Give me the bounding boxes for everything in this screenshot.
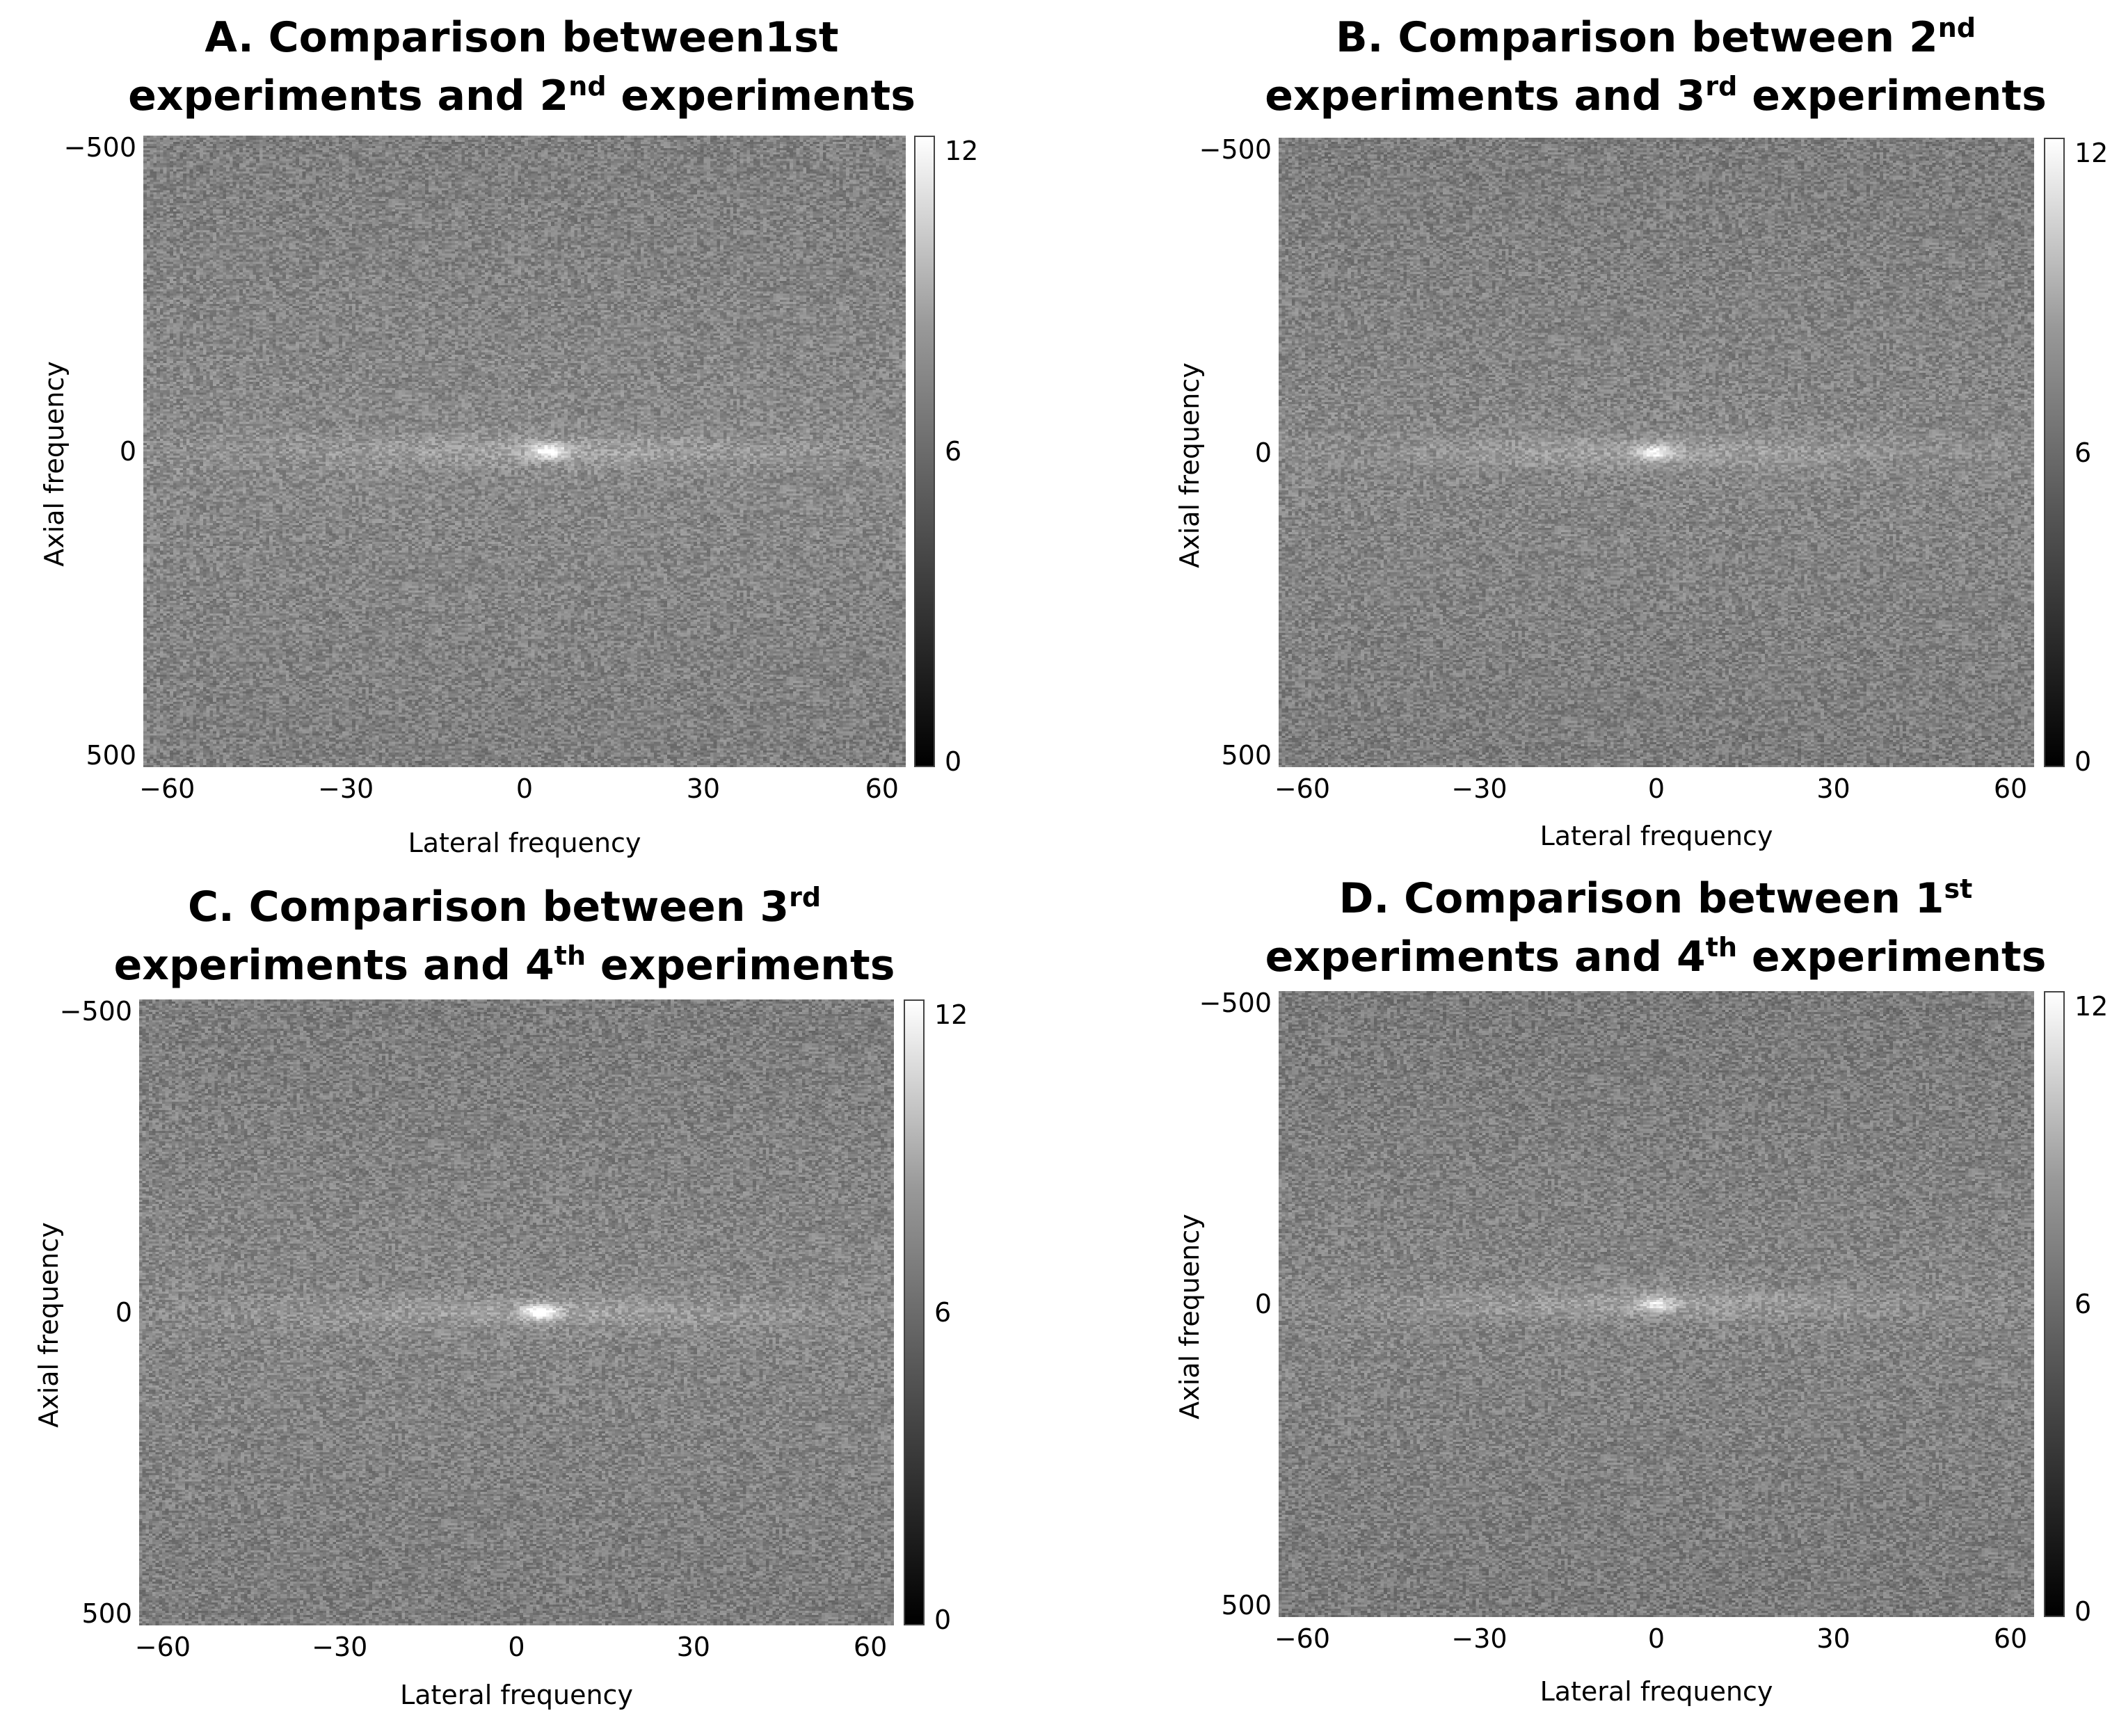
colorbar-tick-label: 6 xyxy=(2074,1289,2092,1319)
colorbar-tick-label: 12 xyxy=(945,136,979,166)
chart-title-text: B. Comparison between 2 xyxy=(1335,13,1938,62)
chart-title-text: experiments and 3 xyxy=(1265,72,1706,120)
y-tick-label: 0 xyxy=(1254,437,1272,468)
x-tick-label: −30 xyxy=(1451,1623,1508,1654)
y-tick-label: 500 xyxy=(1221,1589,1272,1621)
chart-title-text: experiments and 2 xyxy=(128,72,569,120)
x-tick-label: 0 xyxy=(1647,773,1665,804)
chart-title-line: experiments and 2nd experiments xyxy=(0,67,1078,125)
x-tick-label: −30 xyxy=(318,773,374,804)
heatmap-canvas xyxy=(1279,991,2034,1617)
colorbar-tick-label: 0 xyxy=(2074,1596,2092,1627)
colorbar-tick-label: 0 xyxy=(945,746,962,777)
chart-title-superscript: nd xyxy=(568,71,607,102)
x-tick-label: 30 xyxy=(686,773,721,804)
x-tick-label: 0 xyxy=(508,1632,525,1662)
y-tick-label: 0 xyxy=(119,436,136,467)
chart-title-line: experiments and 3rd experiments xyxy=(1099,67,2119,125)
colorbar-tick-label: 12 xyxy=(2074,991,2109,1022)
y-tick-label: −500 xyxy=(59,996,132,1027)
heatmap-image xyxy=(1279,138,2034,767)
x-axis-label: Lateral frequency xyxy=(1540,821,1773,851)
chart-title-superscript: nd xyxy=(1937,13,1976,43)
heatmap-image xyxy=(1279,991,2034,1617)
x-tick-label: 30 xyxy=(676,1632,710,1662)
chart-title-text: experiments xyxy=(606,72,915,120)
y-tick-label: −500 xyxy=(63,132,136,163)
colorbar-tick-label: 6 xyxy=(934,1297,952,1328)
x-tick-label: −30 xyxy=(1451,773,1508,804)
chart-title-line: C. Comparison between 3rd xyxy=(0,878,1061,936)
heatmap-canvas xyxy=(143,136,906,767)
x-tick-label: 60 xyxy=(1993,773,2028,804)
chart-title-line: B. Comparison between 2nd xyxy=(1099,8,2119,67)
heatmap-image xyxy=(143,136,906,767)
x-tick-label: 0 xyxy=(1647,1623,1665,1654)
y-tick-label: 0 xyxy=(115,1297,132,1328)
chart-title-line: A. Comparison between1st xyxy=(0,8,1078,67)
chart-title-superscript: th xyxy=(554,940,586,971)
x-tick-label: −60 xyxy=(134,1632,191,1662)
y-tick-label: 500 xyxy=(1221,739,1272,771)
chart-title: B. Comparison between 2nd experiments and… xyxy=(1099,8,2119,125)
x-tick-label: 60 xyxy=(1993,1623,2028,1654)
y-tick-label: −500 xyxy=(1199,988,1272,1019)
heatmap-image xyxy=(139,999,894,1625)
chart-title-text: C. Comparison between 3 xyxy=(187,883,790,931)
x-tick-label: −60 xyxy=(139,773,195,804)
x-tick-label: −60 xyxy=(1274,1623,1331,1654)
x-tick-label: 60 xyxy=(865,773,899,804)
heatmap-canvas xyxy=(139,999,894,1625)
y-tick-label: 500 xyxy=(86,739,136,771)
y-axis-label: Axial frequency xyxy=(39,361,70,567)
chart-title: A. Comparison between1st experiments and … xyxy=(0,8,1078,125)
y-axis-label: Axial frequency xyxy=(33,1222,64,1428)
chart-title-text: experiments and 4 xyxy=(113,941,554,990)
y-axis-label: Axial frequency xyxy=(1174,1214,1205,1420)
x-axis-label: Lateral frequency xyxy=(400,1680,633,1710)
colorbar-tick-label: 12 xyxy=(934,999,968,1030)
chart-title-superscript: rd xyxy=(1705,71,1738,102)
chart-title-text: A. Comparison between1st xyxy=(205,13,839,62)
x-tick-label: 0 xyxy=(515,773,534,804)
x-axis-label: Lateral frequency xyxy=(408,828,641,858)
colorbar-tick-label: 6 xyxy=(2074,437,2092,468)
chart-title-text: experiments xyxy=(1737,933,2047,981)
y-tick-label: −500 xyxy=(1199,134,1272,166)
chart-title-line: D. Comparison between 1st xyxy=(1099,869,2119,928)
x-tick-label: 30 xyxy=(1816,773,1850,804)
x-tick-label: 60 xyxy=(853,1632,888,1662)
chart-title-superscript: th xyxy=(1705,932,1737,963)
chart-title-superscript: st xyxy=(1944,874,1973,904)
colorbar-tick-label: 0 xyxy=(2074,746,2092,777)
y-tick-label: 500 xyxy=(81,1598,132,1629)
heatmap-canvas xyxy=(1279,138,2034,767)
colorbar xyxy=(2044,138,2065,767)
x-tick-label: 30 xyxy=(1816,1623,1850,1654)
chart-title-text: experiments and 4 xyxy=(1265,933,1706,981)
y-axis-label: Axial frequency xyxy=(1174,362,1205,568)
colorbar xyxy=(2044,991,2065,1617)
chart-title-text: experiments xyxy=(1737,72,2047,120)
y-tick-label: 0 xyxy=(1254,1289,1272,1319)
colorbar-tick-label: 6 xyxy=(945,436,962,467)
x-axis-label: Lateral frequency xyxy=(1540,1676,1773,1707)
chart-title-line: experiments and 4th experiments xyxy=(0,936,1061,995)
chart-title-superscript: rd xyxy=(789,882,822,913)
x-tick-label: −30 xyxy=(312,1632,368,1662)
colorbar xyxy=(914,136,935,767)
chart-title-text: D. Comparison between 1 xyxy=(1338,874,1944,923)
colorbar-tick-label: 12 xyxy=(2074,138,2109,168)
colorbar-tick-label: 0 xyxy=(934,1605,952,1635)
chart-title-text: experiments xyxy=(586,941,895,990)
colorbar xyxy=(904,999,925,1625)
chart-title: D. Comparison between 1st experiments and… xyxy=(1099,869,2119,986)
x-tick-label: −60 xyxy=(1274,773,1331,804)
chart-title-line: experiments and 4th experiments xyxy=(1099,928,2119,986)
chart-title: C. Comparison between 3rd experiments and… xyxy=(0,878,1061,995)
